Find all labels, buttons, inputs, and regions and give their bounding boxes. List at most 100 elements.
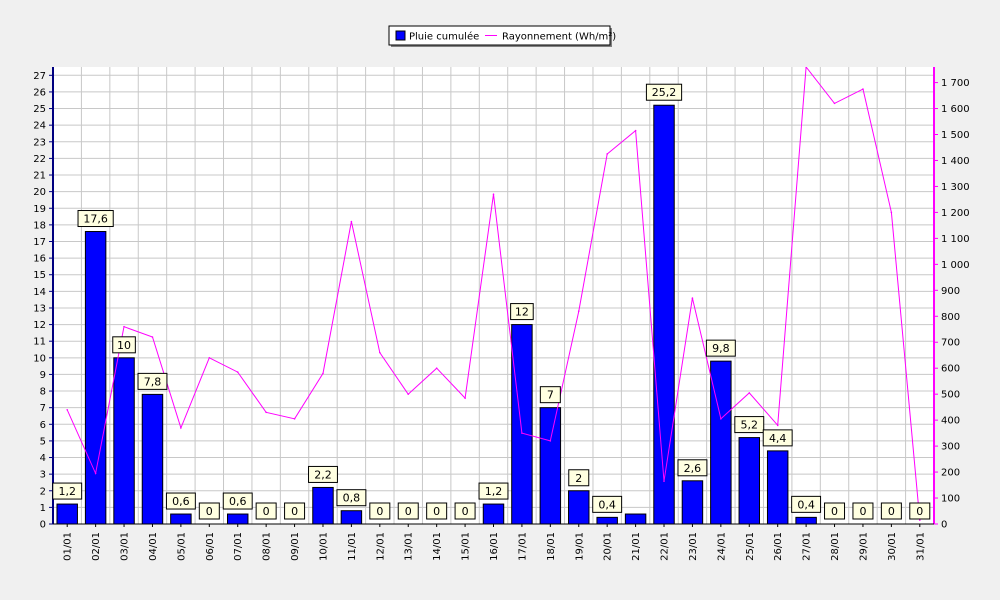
x-tick-label: 10/01: [318, 532, 329, 561]
axes: 0123456789101112131415161718192021222324…: [33, 67, 970, 561]
data-label-box: [909, 502, 931, 520]
data-label-box: [397, 502, 419, 520]
left-tick-label: 11: [33, 337, 46, 348]
data-label-text: 0: [206, 505, 213, 518]
right-tick-label: 700: [941, 338, 960, 349]
line-point: [634, 129, 637, 132]
data-label: 0: [397, 502, 419, 520]
data-label: 0,8: [336, 489, 367, 507]
left-tick-label: 26: [33, 87, 46, 98]
bar: [56, 503, 78, 525]
data-label: 1,2: [52, 482, 83, 500]
right-tick-label: 1 700: [941, 78, 970, 89]
data-label-box: [645, 83, 683, 101]
data-label-box: [880, 502, 902, 520]
x-tick-label: 18/01: [546, 532, 557, 561]
line-point: [322, 372, 324, 375]
left-tick-label: 0: [40, 520, 46, 531]
bar: [681, 480, 704, 525]
data-label-text: 0: [263, 505, 270, 518]
line-point: [180, 427, 182, 429]
legend-swatch-pluie: [395, 30, 406, 41]
data-label-text: 0: [831, 505, 838, 518]
left-tick-label: 13: [33, 303, 46, 314]
x-tick-label: 22/01: [660, 532, 671, 561]
data-label-text: 5,2: [741, 419, 759, 432]
data-label: 4,4: [762, 429, 793, 447]
bar: [624, 513, 647, 525]
left-tick-label: 25: [33, 104, 46, 115]
data-label-text: 0,4: [598, 498, 616, 511]
left-tick-label: 12: [33, 320, 46, 331]
data-label: 10: [112, 336, 136, 354]
left-tick-label: 14: [33, 287, 46, 298]
data-label-text: 0,8: [343, 492, 361, 505]
data-label-box: [824, 502, 846, 520]
data-label: 2,2: [308, 465, 338, 483]
data-label-box: [222, 492, 253, 510]
right-tick-label: 600: [941, 364, 960, 375]
data-label-box: [677, 459, 708, 477]
legend-label-rayonnement: Rayonnement (Wh/m²): [502, 32, 616, 43]
line-point: [265, 411, 267, 414]
x-tick-label: 25/01: [745, 532, 756, 561]
bar: [226, 513, 249, 525]
x-tick-label: 30/01: [887, 532, 898, 561]
data-label-text: 2,6: [684, 462, 702, 475]
data-label-text: 7: [547, 389, 554, 402]
line-point: [862, 88, 864, 90]
data-label: 0,6: [165, 492, 196, 510]
line-point: [66, 408, 69, 411]
data-label-text: 25,2: [652, 86, 677, 99]
left-tick-label: 19: [33, 204, 46, 215]
data-label-box: [454, 502, 476, 520]
line-point: [833, 102, 836, 105]
data-labels: 1,2 17,6 10 7,8 0,6 0 0,6 0 0 2,2 0,8 0 0 0 0 1,2 12 7 2 0,…: [52, 83, 931, 520]
data-label-text: 0,6: [172, 495, 190, 508]
data-label-text: 0: [916, 505, 923, 518]
x-tick-label: 26/01: [773, 532, 784, 561]
data-label-text: 1,2: [58, 485, 76, 498]
bar: [482, 503, 505, 525]
data-label: 0: [852, 502, 874, 520]
bar: [596, 516, 618, 525]
line-point: [208, 357, 211, 359]
data-label-text: 0,4: [797, 498, 815, 511]
data-label-box: [510, 303, 534, 321]
left-tick-label: 23: [33, 137, 46, 148]
left-tick-label: 9: [40, 370, 46, 381]
left-tick-label: 20: [33, 187, 46, 198]
right-tick-label: 1 500: [941, 130, 970, 141]
x-tick-label: 19/01: [574, 532, 585, 561]
x-tick-label: 06/01: [205, 532, 216, 561]
data-label-text: 2,2: [314, 468, 332, 481]
data-label-text: 0: [888, 505, 895, 518]
line-point: [918, 519, 921, 521]
x-tick-label: 24/01: [716, 532, 727, 561]
bar: [312, 486, 334, 525]
data-label-box: [568, 469, 590, 487]
right-tick-label: 900: [941, 286, 960, 297]
left-tick-label: 6: [40, 420, 46, 431]
right-tick-label: 0: [941, 520, 947, 531]
right-tick-label: 100: [941, 494, 960, 505]
line-point: [94, 472, 97, 475]
line-point: [577, 310, 580, 312]
data-label-text: 0: [376, 505, 383, 518]
data-label-box: [852, 502, 874, 520]
bar: [340, 510, 363, 525]
data-label-box: [762, 429, 793, 447]
data-label-text: 0,6: [229, 495, 247, 508]
line-point: [748, 392, 751, 394]
left-tick-label: 2: [40, 486, 46, 497]
bar: [766, 450, 789, 525]
data-label: 0: [426, 502, 448, 520]
left-tick-label: 3: [40, 470, 46, 481]
grid: [52, 67, 935, 525]
data-label: 0: [909, 502, 931, 520]
data-label-box: [137, 372, 168, 390]
bar: [795, 516, 817, 525]
data-label-box: [592, 495, 623, 513]
data-label-box: [705, 339, 736, 357]
